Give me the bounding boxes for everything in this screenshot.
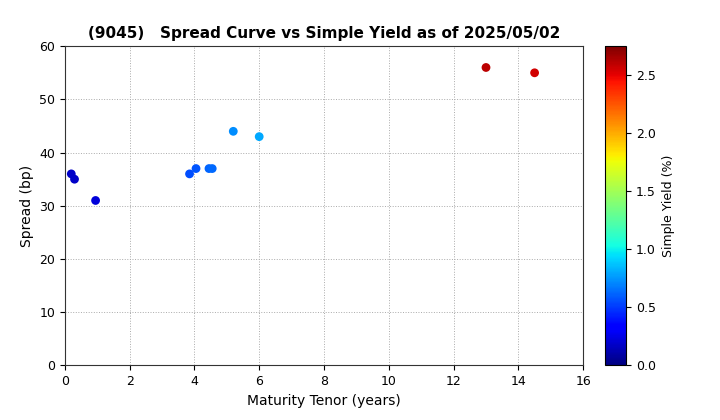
Point <box>207 165 218 172</box>
Point <box>190 165 202 172</box>
Title: (9045)   Spread Curve vs Simple Yield as of 2025/05/02: (9045) Spread Curve vs Simple Yield as o… <box>88 26 560 41</box>
Point <box>203 165 215 172</box>
Point <box>66 171 77 177</box>
Point <box>228 128 239 135</box>
Y-axis label: Spread (bp): Spread (bp) <box>19 165 34 247</box>
X-axis label: Maturity Tenor (years): Maturity Tenor (years) <box>247 394 401 408</box>
Y-axis label: Simple Yield (%): Simple Yield (%) <box>662 155 675 257</box>
Point <box>90 197 102 204</box>
Point <box>184 171 195 177</box>
Point <box>253 133 265 140</box>
Point <box>480 64 492 71</box>
Point <box>528 69 540 76</box>
Point <box>69 176 80 183</box>
